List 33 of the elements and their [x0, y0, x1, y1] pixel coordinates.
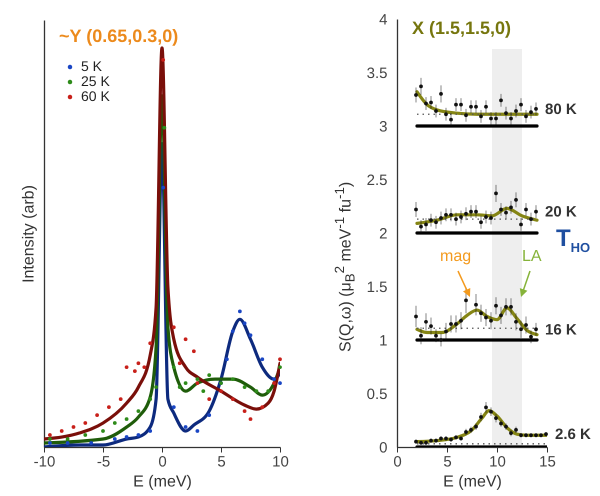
y-tick-label: 4 [379, 12, 388, 28]
legend-label: 60 K [81, 88, 110, 104]
x-tick-label: 0 [158, 454, 167, 470]
x-tick-label: 10 [489, 454, 506, 470]
y-tick-label: 3.5 [366, 65, 388, 82]
x-axis-title: E (meV) [133, 474, 192, 490]
chart-title: X (1.5,1.5,0) [412, 18, 512, 38]
legend-label: 25 K [81, 73, 110, 89]
y-axis-title: Intensity (arb) [20, 185, 38, 283]
x-tick-label: 10 [272, 454, 289, 470]
legend-label: 5 K [81, 58, 103, 74]
annotation: mag [440, 248, 472, 266]
series-label: 80 K [545, 100, 577, 118]
x-axis-title: E (meV) [443, 474, 502, 490]
chart-title: ~Y (0.65,0.3,0) [59, 26, 178, 46]
y-tick-label: 0 [379, 440, 388, 456]
x-tick-label: 5 [443, 454, 452, 470]
x-tick-label: 15 [539, 454, 556, 470]
text: T$_{HO}$ [556, 225, 590, 255]
series-label: 2.6 K [555, 426, 592, 444]
y-tick-label: 1.5 [366, 279, 388, 296]
x-tick-label: -5 [96, 454, 110, 470]
x-tick-label: 0 [393, 454, 402, 470]
x-tick-label: 5 [217, 454, 226, 470]
series-label: 20 K [545, 204, 577, 221]
x-tick-label: -10 [34, 454, 56, 470]
y-tick-label: 0.5 [366, 386, 388, 403]
series-label: 16 K [545, 321, 577, 338]
y-tick-label: 2 [379, 226, 388, 242]
y-tick-label: 3 [379, 118, 388, 136]
annotation: LA [522, 248, 542, 266]
y-tick-label: 1 [379, 332, 388, 350]
y-tick-label: 2.5 [366, 172, 388, 189]
